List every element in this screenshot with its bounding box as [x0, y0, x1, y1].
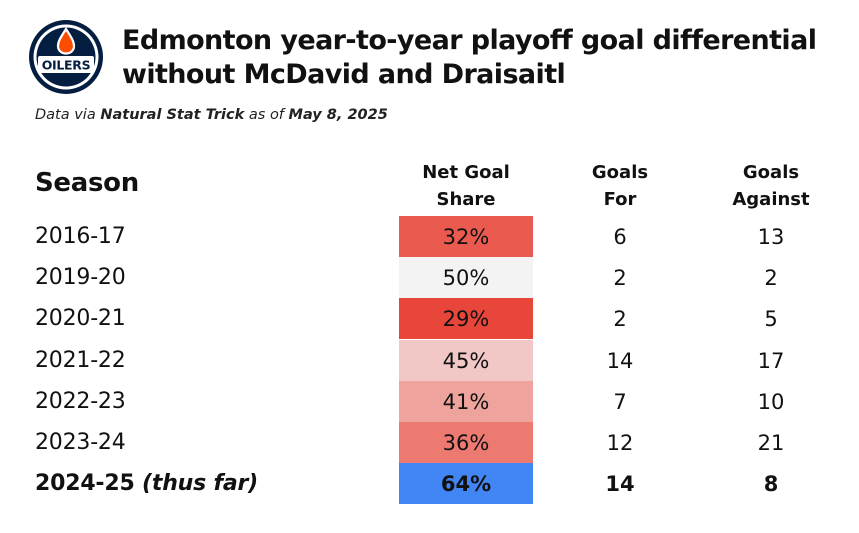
season-cell: 2020-21	[35, 298, 126, 339]
goals-for-cell: 2	[613, 307, 627, 332]
chart-title: Edmonton year-to-year playoff goal diffe…	[122, 24, 842, 92]
source-name: Natural Stat Trick	[100, 107, 245, 123]
season-cell: 2019-20	[35, 257, 126, 298]
table-row: 2016-17 32% 6 13	[0, 216, 859, 257]
table-row: 2023-24 36% 12 21	[0, 421, 859, 463]
goals-against-cell: 5	[764, 307, 778, 332]
table-row: 2022-23 41% 7 10	[0, 380, 859, 422]
header-share-line-2: Share	[436, 189, 496, 210]
oilers-logo: OILERS	[28, 19, 104, 95]
net-goal-share-cell: 41%	[399, 380, 533, 422]
season-cell: 2023-24	[35, 422, 126, 463]
goals-for-cell: 6	[613, 225, 627, 249]
header-goals-for: Goals For	[555, 159, 685, 213]
goals-against-cell: 10	[757, 389, 785, 414]
season-label: 2024-25	[35, 471, 143, 497]
season-cell: 2016-17	[35, 216, 126, 257]
header-gf-line-2: For	[603, 189, 637, 210]
season-label: 2020-21	[35, 306, 126, 332]
season-label: 2022-23	[35, 388, 126, 414]
net-goal-share-cell: 36%	[399, 421, 533, 463]
goals-for-cell: 2	[613, 266, 627, 291]
season-label: 2016-17	[35, 224, 126, 249]
season-cell: 2024-25 (thus far)	[35, 463, 258, 504]
season-suffix: (thus far)	[142, 471, 259, 497]
oil-drop-icon	[56, 26, 76, 55]
source-date: May 8, 2025	[288, 107, 388, 123]
header-season: Season	[35, 168, 139, 198]
header-share-line-1: Net Goal	[422, 162, 510, 183]
header-net-goal-share: Net Goal Share	[399, 159, 533, 213]
source-prefix: Data via	[35, 107, 101, 123]
title-line-2: without McDavid and Draisaitl	[122, 59, 566, 90]
goals-for-cell: 14	[605, 472, 635, 497]
source-middle: as of	[244, 107, 289, 123]
season-label: 2021-22	[35, 347, 126, 373]
header-goals-against: Goals Against	[706, 159, 836, 213]
season-label: 2019-20	[35, 265, 126, 291]
goals-against-cell: 2	[764, 266, 778, 291]
season-cell: 2021-22	[35, 340, 126, 381]
goals-against-cell: 13	[757, 225, 785, 249]
oilers-logo-graphic: OILERS	[29, 20, 103, 94]
season-cell: 2022-23	[35, 381, 126, 422]
goals-against-cell: 8	[763, 472, 779, 497]
net-goal-share-cell: 32%	[399, 216, 533, 257]
goals-against-cell: 17	[757, 348, 785, 373]
net-goal-share-cell: 29%	[399, 298, 533, 340]
net-goal-share-cell: 50%	[399, 257, 533, 299]
header-gf-line-1: Goals	[591, 162, 649, 183]
title-line-1: Edmonton year-to-year playoff goal diffe…	[122, 25, 817, 56]
net-goal-share-cell: 45%	[399, 339, 533, 381]
header-ga-line-1: Goals	[742, 162, 800, 183]
table-row: 2021-22 45% 14 17	[0, 339, 859, 381]
table-row: 2020-21 29% 2 5	[0, 298, 859, 340]
header-ga-line-2: Against	[732, 189, 810, 210]
goals-for-cell: 12	[606, 430, 634, 455]
table-row: 2019-20 50% 2 2	[0, 257, 859, 299]
logo-wordmark: OILERS	[42, 58, 91, 73]
data-source-note: Data via Natural Stat Trick as of May 8,…	[35, 107, 388, 123]
goals-against-cell: 21	[757, 430, 785, 455]
goals-for-cell: 7	[613, 389, 627, 414]
net-goal-share-cell: 64%	[399, 463, 533, 505]
table-row: 2024-25 (thus far) 64% 14 8	[0, 463, 859, 505]
table-body: 2016-17 32% 6 13 2019-20 50% 2 2 2020-21 29% 2 5 202…	[0, 216, 859, 505]
season-label: 2023-24	[35, 429, 126, 455]
goals-for-cell: 14	[606, 348, 634, 373]
